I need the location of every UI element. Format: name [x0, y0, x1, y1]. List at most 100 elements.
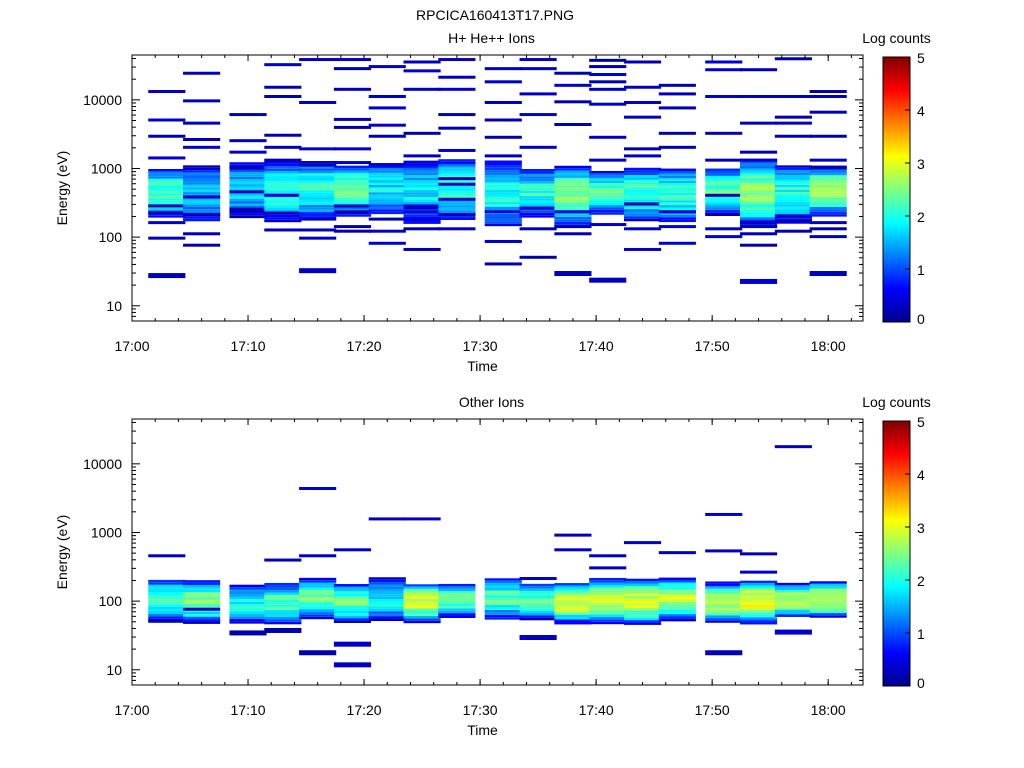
heatmap-cell — [333, 210, 372, 214]
heatmap-cell — [484, 196, 522, 200]
heatmap-cell — [403, 194, 441, 198]
heatmap-cell — [809, 172, 847, 176]
heatmap-cell — [774, 629, 812, 635]
x-tick-label: 18:00 — [811, 702, 846, 718]
heatmap-cell — [229, 606, 267, 610]
heatmap-cell — [658, 217, 696, 220]
heatmap-cell — [740, 612, 778, 615]
heatmap-cell — [519, 255, 557, 259]
heatmap-cell — [148, 193, 186, 196]
x-tick-label: 17:10 — [231, 702, 266, 718]
heatmap-cell — [589, 223, 627, 227]
heatmap-cell — [403, 175, 441, 178]
colorbar-tick-label: 0 — [917, 675, 925, 691]
heatmap-cell — [774, 57, 812, 61]
heatmap-cell — [519, 586, 557, 589]
heatmap-cell — [623, 541, 662, 545]
heatmap-cell — [264, 607, 302, 610]
heatmap-cell — [299, 170, 337, 174]
heatmap-cell — [658, 611, 696, 615]
heatmap-cell — [809, 110, 847, 114]
heatmap-cell — [519, 593, 557, 596]
heatmap-cell — [403, 589, 441, 592]
heatmap-cell — [229, 184, 267, 187]
heatmap-cell — [438, 188, 476, 191]
heatmap-cell — [589, 158, 627, 162]
heatmap-cell — [264, 595, 302, 598]
heatmap-cell — [183, 195, 221, 199]
heatmap-cell — [484, 597, 522, 601]
heatmap-cell — [774, 184, 812, 188]
heatmap-cell — [299, 602, 337, 605]
heatmap-cell — [299, 190, 337, 193]
heatmap-cell — [589, 202, 627, 206]
heatmap-cell — [519, 608, 557, 611]
heatmap-cell — [299, 554, 337, 558]
heatmap-cell — [809, 182, 847, 186]
heatmap-cell — [774, 597, 812, 600]
heatmap-cell — [705, 60, 743, 64]
heatmap-cell — [148, 207, 186, 211]
heatmap-cell — [333, 185, 372, 188]
heatmap-cell — [740, 185, 778, 188]
heatmap-cell — [183, 71, 221, 75]
heatmap-cell — [740, 619, 778, 623]
heatmap-cell — [438, 217, 476, 220]
heatmap-cell — [554, 232, 592, 236]
heatmap-cell — [299, 236, 337, 240]
heatmap-cell — [705, 202, 743, 206]
heatmap-cell — [299, 160, 337, 164]
heatmap-cell — [774, 582, 812, 586]
heatmap-cell — [740, 221, 778, 225]
heatmap-cell — [623, 216, 662, 219]
heatmap-cell — [519, 588, 557, 592]
heatmap-cell — [589, 185, 627, 188]
heatmap-cell — [403, 606, 441, 609]
heatmap-cell — [333, 598, 372, 602]
heatmap-cell — [740, 595, 778, 598]
heatmap-cell — [183, 99, 221, 103]
heatmap-cell — [589, 612, 627, 615]
heatmap-cell — [438, 615, 476, 618]
heatmap-cell — [589, 178, 627, 181]
heatmap-cell — [623, 622, 662, 625]
heatmap-cell — [148, 195, 186, 199]
y-axis-label: Energy (eV) — [54, 515, 70, 590]
heatmap-cell — [623, 100, 662, 104]
heatmap-cell — [368, 165, 406, 168]
heatmap-cell — [333, 175, 372, 178]
heatmap-cell — [623, 204, 662, 207]
heatmap-cell — [148, 215, 186, 218]
y-tick-label: 10 — [106, 298, 122, 314]
heatmap-cell — [229, 592, 267, 595]
heatmap-cell — [438, 164, 476, 167]
heatmap-cell — [519, 193, 557, 196]
heatmap-cell — [403, 160, 441, 164]
heatmap-cell — [183, 232, 221, 236]
heatmap-cell — [484, 201, 522, 205]
heatmap-cell — [484, 210, 522, 214]
heatmap-cell — [403, 247, 441, 251]
heatmap-cell — [368, 192, 406, 195]
heatmap-cell — [183, 167, 221, 171]
heatmap-cell — [403, 187, 441, 190]
heatmap-cell — [333, 584, 372, 587]
heatmap-cell — [183, 121, 221, 125]
heatmap-cell — [368, 589, 406, 592]
heatmap-cell — [484, 216, 522, 219]
heatmap-cell — [403, 620, 441, 624]
heatmap-cell — [623, 586, 662, 589]
heatmap-cell — [705, 593, 743, 597]
heatmap-cell — [774, 179, 812, 183]
heatmap-cell — [229, 171, 267, 175]
heatmap-cell — [623, 595, 662, 599]
heatmap-cell — [264, 219, 302, 223]
heatmap-cell — [264, 63, 302, 67]
heatmap-cell — [333, 662, 372, 668]
heatmap-cell — [183, 137, 221, 141]
heatmap-cell — [403, 184, 441, 188]
heatmap-cell — [740, 200, 778, 203]
colorbar-tick-label: 2 — [917, 209, 925, 225]
heatmap-cell — [148, 619, 186, 623]
heatmap-cell — [438, 193, 476, 196]
